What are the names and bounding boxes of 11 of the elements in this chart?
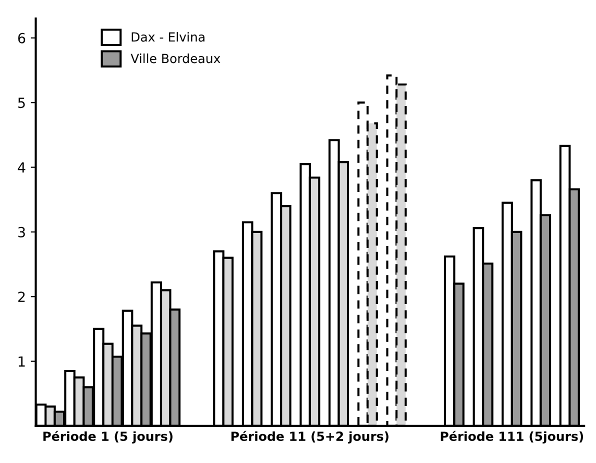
x-tick-label: Période 111 (5jours)	[440, 430, 584, 444]
legend-label: Dax - Elvina	[132, 32, 204, 42]
y-tick-label: 4	[18, 162, 26, 173]
y-tick-label: 6	[18, 32, 26, 44]
y-tick-label: 3	[18, 226, 25, 238]
y-tick-label: 1	[18, 356, 25, 367]
y-tick-label: 2	[18, 292, 25, 302]
legend-label: Ville Bordeaux	[130, 54, 220, 64]
x-tick-label: Période 1 (5 jours)	[43, 430, 173, 444]
y-tick-label: 5	[18, 98, 25, 108]
x-tick-label: Période 11 (5+2 jours)	[231, 430, 388, 444]
